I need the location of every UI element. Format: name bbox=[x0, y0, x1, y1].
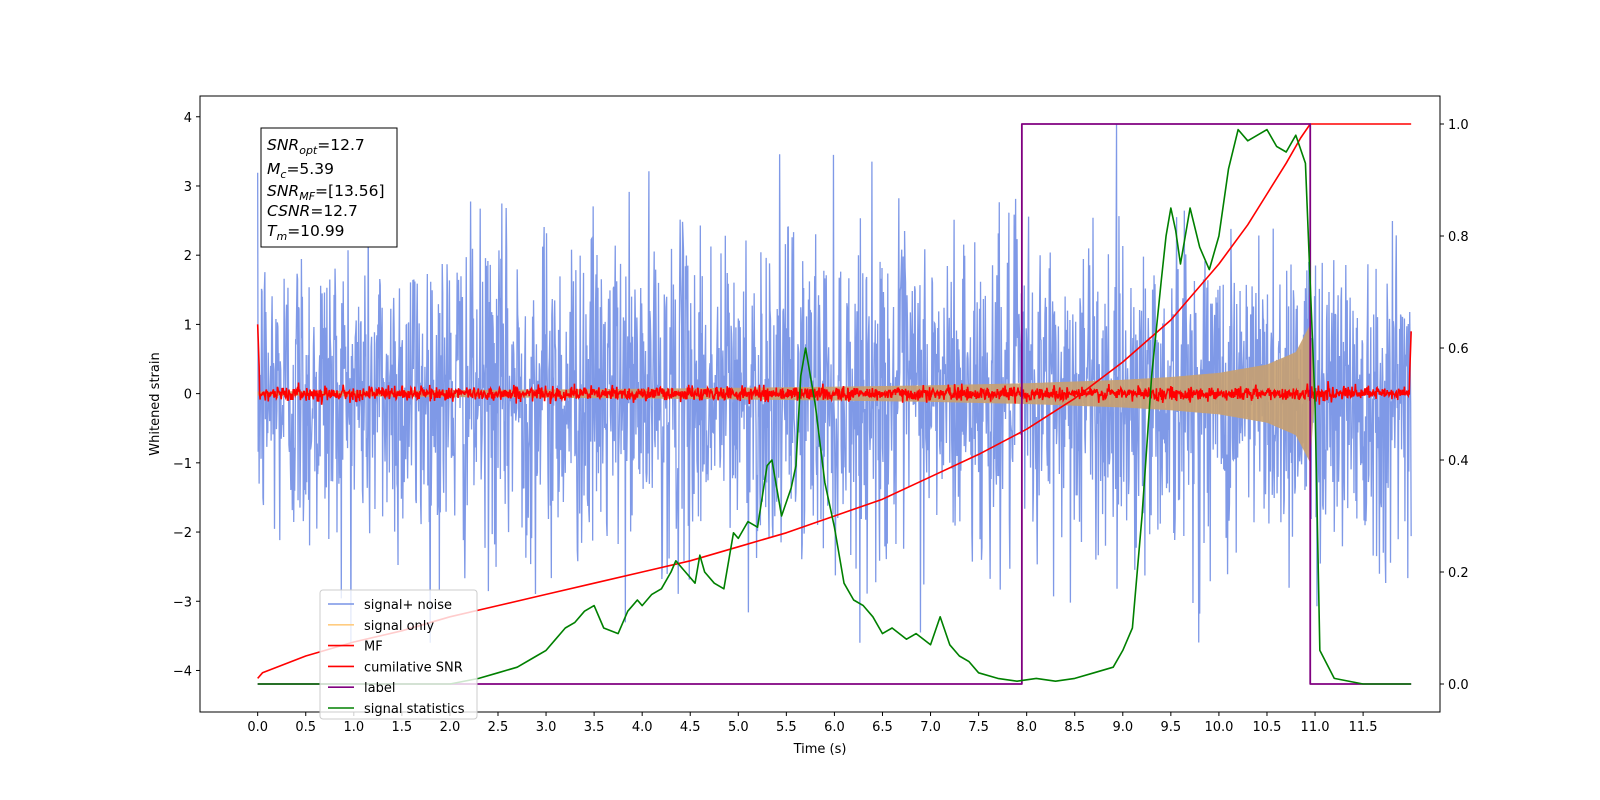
plot-frame bbox=[199, 95, 1441, 713]
x-tick-label: 3.0 bbox=[536, 720, 557, 735]
y2-tick-label: 0.2 bbox=[1448, 566, 1469, 581]
x-tick-label: 5.5 bbox=[776, 720, 797, 735]
annotation-mc: Mc=5.39 bbox=[267, 160, 334, 181]
x-tick-label: 7.0 bbox=[920, 720, 941, 735]
series-signal-statistics bbox=[257, 128, 1412, 685]
annotation-snr-opt: SNRopt=12.7 bbox=[267, 136, 365, 157]
legend-entry-label: MF bbox=[364, 640, 383, 655]
x-axis-label: Time (s) bbox=[793, 742, 847, 757]
x-tick-label: 1.5 bbox=[392, 720, 413, 735]
y-axis-ticks: −4 −3 −2 −1 0 1 2 3 4 bbox=[173, 111, 200, 679]
y-axis-label: Whitened strain bbox=[148, 352, 163, 455]
annotation-snr-mf: SNRMF=[13.56] bbox=[267, 182, 385, 203]
x-tick-label: 7.5 bbox=[968, 720, 989, 735]
y-tick-label: −4 bbox=[173, 664, 192, 679]
x-tick-label: 10.5 bbox=[1253, 720, 1282, 735]
x-tick-label: 11.0 bbox=[1301, 720, 1330, 735]
y-tick-label: 0 bbox=[184, 388, 192, 403]
legend: signal+ noise signal only MF cumilative SNR… bbox=[319, 589, 478, 720]
legend-frame bbox=[319, 589, 478, 720]
annotation-box: SNRopt=12.7 Mc=5.39 SNRMF=[13.56] CSNR=1… bbox=[260, 127, 398, 248]
y2-tick-label: 0.8 bbox=[1448, 230, 1469, 245]
y-tick-label: 4 bbox=[184, 111, 192, 126]
x-tick-label: 0.0 bbox=[247, 720, 268, 735]
y-tick-label: 1 bbox=[184, 318, 192, 333]
y2-axis-ticks: 0.0 0.2 0.4 0.6 0.8 1.0 bbox=[1440, 118, 1469, 693]
legend-entry-label: cumilative SNR bbox=[364, 660, 463, 675]
legend-entry-label: label bbox=[364, 681, 395, 696]
x-axis-ticks: 0.0 0.5 1.0 1.5 2.0 2.5 3.0 3.5 4.0 4.5 5.0 5.5 6.0 6… bbox=[247, 712, 1378, 735]
y2-tick-label: 0.0 bbox=[1448, 678, 1469, 693]
series-label bbox=[257, 123, 1412, 685]
x-tick-label: 6.5 bbox=[872, 720, 893, 735]
y-tick-label: 2 bbox=[184, 249, 192, 264]
y-tick-label: −3 bbox=[173, 595, 192, 610]
y2-tick-label: 0.4 bbox=[1448, 454, 1469, 469]
annotation-csnr: CSNR=12.7 bbox=[267, 202, 358, 220]
x-tick-label: 4.5 bbox=[680, 720, 701, 735]
annotation-tm: Tm=10.99 bbox=[267, 222, 345, 243]
y2-tick-label: 1.0 bbox=[1448, 118, 1469, 133]
x-tick-label: 10.0 bbox=[1204, 720, 1233, 735]
x-tick-label: 0.5 bbox=[295, 720, 316, 735]
x-tick-label: 2.5 bbox=[488, 720, 509, 735]
x-tick-label: 6.0 bbox=[824, 720, 845, 735]
x-tick-label: 11.5 bbox=[1349, 720, 1378, 735]
legend-entry-label: signal statistics bbox=[364, 702, 465, 717]
x-tick-label: 2.0 bbox=[440, 720, 461, 735]
x-tick-label: 8.0 bbox=[1016, 720, 1037, 735]
x-tick-label: 8.5 bbox=[1064, 720, 1085, 735]
series-mf bbox=[256, 324, 1412, 405]
y-tick-label: 3 bbox=[184, 180, 192, 195]
series-signal-noise bbox=[257, 123, 1412, 643]
legend-entry-label: signal+ noise bbox=[364, 598, 452, 613]
x-tick-label: 5.0 bbox=[728, 720, 749, 735]
x-tick-label: 9.5 bbox=[1161, 720, 1182, 735]
x-tick-label: 4.0 bbox=[632, 720, 653, 735]
legend-entry-label: signal only bbox=[364, 619, 434, 634]
y-tick-label: −2 bbox=[173, 526, 192, 541]
x-tick-label: 3.5 bbox=[584, 720, 605, 735]
x-tick-label: 1.0 bbox=[343, 720, 364, 735]
x-tick-label: 9.0 bbox=[1112, 720, 1133, 735]
y-tick-label: −1 bbox=[173, 457, 192, 472]
y2-tick-label: 0.6 bbox=[1448, 342, 1469, 357]
